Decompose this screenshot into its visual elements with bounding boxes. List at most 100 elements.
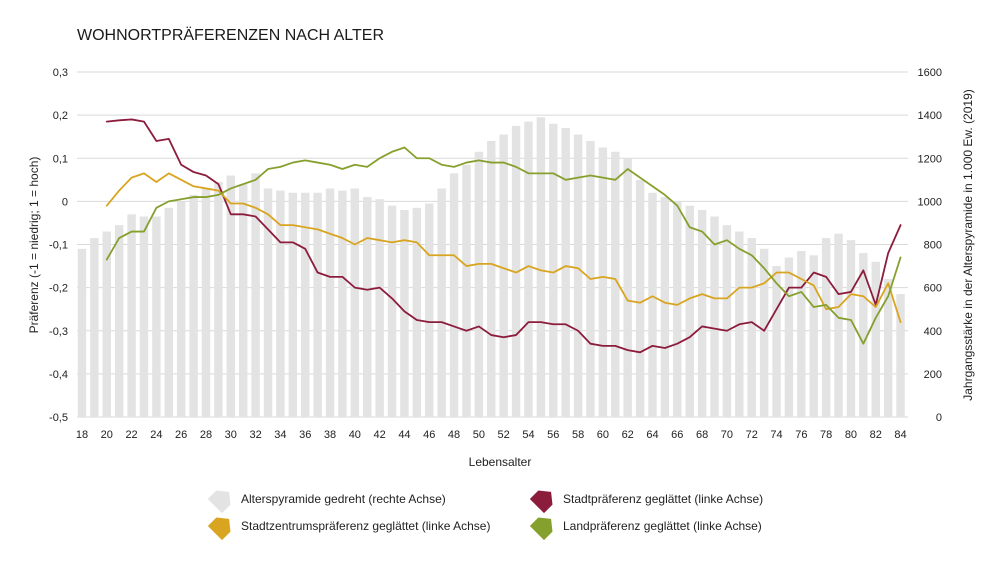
bar [660,197,670,417]
x-tick-label: 44 [398,429,410,441]
x-axis-label: Lebensalter [469,455,532,469]
bar [164,207,173,417]
x-tick-label: 26 [175,429,187,441]
bar [375,199,384,417]
bar [226,175,236,417]
bar [710,216,719,417]
x-tick-label: 18 [76,429,88,441]
x-tick-label: 82 [870,429,882,441]
left-tick-label: 0 [62,196,68,208]
bar [797,250,806,417]
x-tick-label: 22 [125,429,137,441]
bar [363,197,372,417]
x-tick-label: 54 [522,429,534,441]
x-tick-label: 76 [795,429,807,441]
bar [449,173,459,417]
bar [102,231,111,417]
bar [561,128,570,417]
left-tick-label: -0,5 [49,412,68,424]
bar [648,192,657,417]
x-tick-label: 28 [200,429,212,441]
bar [611,151,620,417]
bar [821,238,831,417]
bar [784,257,794,417]
right-axis-label: Jahrgangsstärke in der Alterspyramide in… [961,89,975,401]
bar [598,147,608,417]
bar [883,279,893,417]
bar [201,188,211,417]
x-tick-label: 80 [845,429,857,441]
right-tick-label: 1000 [918,196,942,208]
legend-label-stadt: Stadtpräferenz geglättet (linke Achse) [563,492,763,506]
bar [77,248,87,417]
bar [437,188,446,417]
bar [499,134,508,417]
right-tick-label: 200 [924,369,942,381]
bar [536,117,546,417]
bar [524,121,533,417]
bar [325,188,335,417]
right-tick-label: 800 [924,240,942,252]
x-tick-label: 84 [894,429,906,441]
x-tick-label: 40 [349,429,361,441]
bar [635,179,645,417]
bar [772,266,781,417]
x-tick-label: 24 [150,429,162,441]
bar [350,188,360,417]
bar [214,181,223,417]
bar [338,190,347,417]
bar [846,240,856,417]
x-tick-label: 46 [423,429,435,441]
bar [387,205,397,417]
x-tick-label: 34 [274,429,286,441]
legend-marker-stadtzentrum [207,517,231,541]
left-tick-label: -0,4 [49,369,68,381]
x-tick-label: 74 [770,429,782,441]
bar [809,255,818,417]
bar [487,141,496,417]
right-tick-label: 1600 [918,67,942,79]
bar [90,238,99,417]
bar [896,294,905,417]
bar [152,216,161,417]
series-line-0 [105,118,902,354]
x-tick-label: 78 [820,429,832,441]
x-tick-label: 30 [225,429,237,441]
left-tick-label: 0,2 [53,110,68,122]
x-tick-label: 48 [448,429,460,441]
right-tick-label: 600 [924,283,942,295]
bar [400,210,409,417]
right-axis-ticks: 0 200 400 600 800 1000 1200 1400 1600 [918,67,942,424]
left-tick-label: 0,1 [53,153,68,165]
x-tick-label: 58 [572,429,584,441]
bar [251,173,260,417]
x-tick-label: 72 [746,429,758,441]
left-axis-label: Präferenz (-1 = niedrig; 1 = hoch) [27,157,41,334]
bar [288,192,298,417]
x-tick-label: 38 [324,429,336,441]
bar [127,214,136,417]
bar [139,216,149,417]
x-tick-label: 50 [473,429,485,441]
x-tick-label: 42 [374,429,386,441]
x-tick-label: 66 [671,429,683,441]
legend-label-bars: Alterspyramide gedreht (rechte Achse) [241,492,446,506]
bar [412,207,422,417]
legend-marker-land [529,517,553,541]
x-tick-label: 56 [547,429,559,441]
bar [313,192,322,417]
series-line-2 [105,146,902,345]
chart-title: WOHNORTPRÄFERENZEN NACH ALTER [77,26,384,44]
legend-item-stadtzentrum: Stadtzentrumspräferenz geglättet (linke … [207,517,490,541]
x-tick-label: 70 [721,429,733,441]
left-tick-label: -0,1 [49,240,68,252]
legend-label-stadtzentrum: Stadtzentrumspräferenz geglättet (linke … [241,519,490,533]
bar [114,225,124,417]
legend: Alterspyramide gedreht (rechte Achse) St… [207,490,763,541]
bar [747,238,756,417]
bar [238,184,248,417]
x-tick-label: 52 [498,429,510,441]
left-axis-ticks: -0,5 -0,4 -0,3 -0,2 -0,1 0 0,1 0,2 0,3 [49,67,68,424]
bar [722,225,732,417]
series-line-1 [105,172,902,324]
